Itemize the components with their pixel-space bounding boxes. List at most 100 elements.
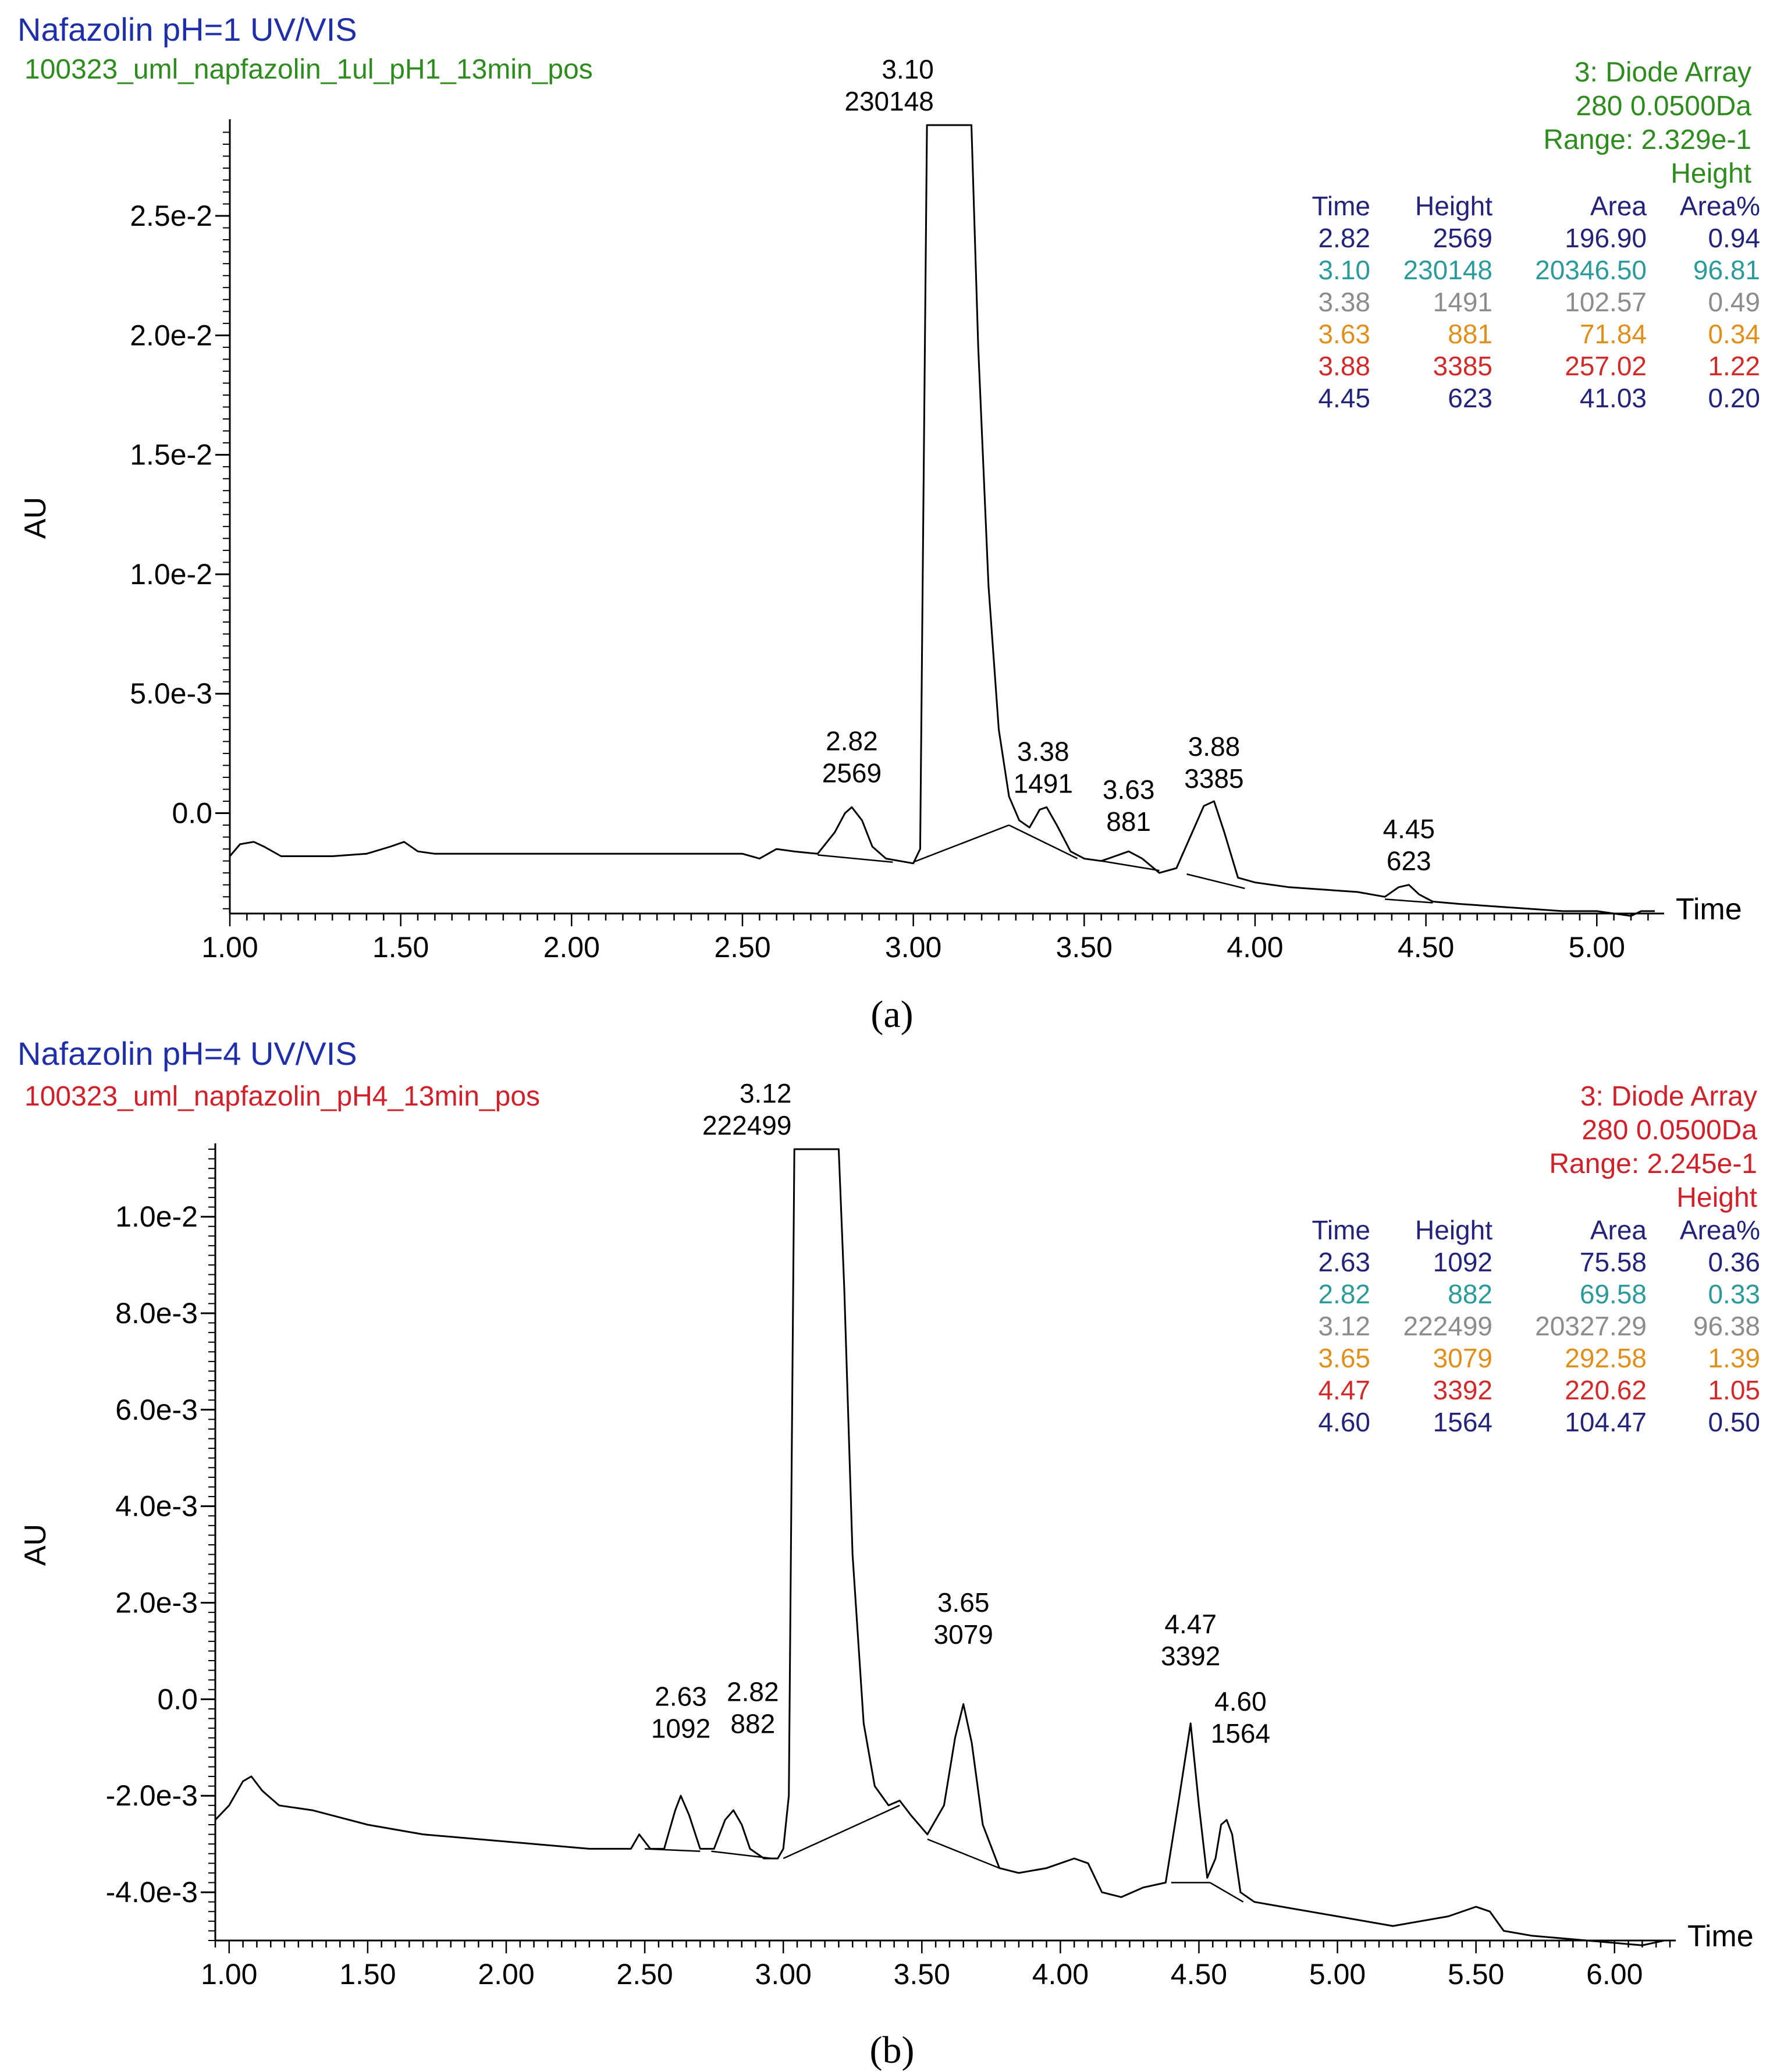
x-axis-title: Time <box>1676 893 1742 926</box>
x-tick-label: 3.50 <box>1056 931 1113 964</box>
peak-baseline <box>783 1804 900 1860</box>
table-cell: 257.02 <box>1565 351 1647 381</box>
table-cell: 4.45 <box>1318 383 1370 413</box>
detector-info-line: 280 0.0500Da <box>1582 1115 1757 1146</box>
table-cell: 3079 <box>1433 1343 1492 1373</box>
table-cell: 1564 <box>1433 1407 1492 1437</box>
peak-label-height: 222499 <box>702 1110 792 1140</box>
table-cell: 292.58 <box>1565 1343 1647 1373</box>
peak-label-time: 3.65 <box>937 1587 990 1618</box>
chart-panel-a: Nafazolin pH=1 UV/VIS 100323_uml_napfazol… <box>17 11 1760 1036</box>
x-tick-label: 2.00 <box>478 1958 534 1991</box>
table-cell: 96.81 <box>1693 255 1760 285</box>
y-tick-label: -2.0e-3 <box>106 1779 198 1812</box>
y-tick-label: -4.0e-3 <box>106 1876 198 1908</box>
table-cell: 102.57 <box>1565 287 1647 317</box>
peak-label-time: 4.60 <box>1214 1686 1267 1716</box>
table-cell: 41.03 <box>1580 383 1647 413</box>
y-tick-label: 0.0 <box>157 1683 198 1715</box>
detector-info-line: 280 0.0500Da <box>1576 91 1751 122</box>
y-tick-label: 6.0e-3 <box>115 1394 198 1426</box>
detector-info-line: Range: 2.329e-1 <box>1543 125 1751 155</box>
x-tick-label: 3.50 <box>894 1958 950 1991</box>
x-tick-label: 2.50 <box>616 1958 673 1991</box>
y-tick-label: 1.0e-2 <box>115 1200 198 1233</box>
peak-label-time: 3.38 <box>1017 736 1069 766</box>
x-tick-label: 3.00 <box>755 1958 812 1991</box>
peak-baseline <box>1209 1882 1244 1903</box>
table-cell: 3.65 <box>1318 1343 1370 1373</box>
table-cell: 1491 <box>1433 287 1492 317</box>
table-cell: 881 <box>1448 319 1492 349</box>
table-cell: 0.94 <box>1708 223 1760 253</box>
x-tick-label: 1.00 <box>201 931 258 964</box>
table-cell: 3385 <box>1433 351 1492 381</box>
table-cell: 0.49 <box>1708 287 1760 317</box>
table-cell: 2569 <box>1433 223 1492 253</box>
peak-label-height: 1491 <box>1014 768 1073 798</box>
peak-label-height: 3392 <box>1161 1641 1220 1671</box>
y-tick-label: 2.0e-3 <box>115 1587 198 1619</box>
x-tick-label: 1.50 <box>372 931 429 964</box>
peak-label-height: 882 <box>730 1708 775 1739</box>
x-tick-label: 2.00 <box>543 931 600 964</box>
table-header-cell: Area <box>1590 191 1647 221</box>
peak-label-height: 2569 <box>822 758 882 788</box>
y-tick-label: 4.0e-3 <box>115 1490 198 1523</box>
panel-caption: (b) <box>870 2029 915 2071</box>
peak-label-time: 2.63 <box>655 1682 707 1712</box>
y-tick-label: 8.0e-3 <box>115 1297 198 1330</box>
chart-panel-b: Nafazolin pH=4 UV/VIS 100323_uml_napfazol… <box>17 1035 1760 2071</box>
table-header-cell: Area% <box>1680 1215 1760 1245</box>
table-cell: 2.63 <box>1318 1247 1370 1277</box>
table-header-cell: Time <box>1312 191 1370 221</box>
y-tick-label: 5.0e-3 <box>130 677 212 710</box>
peak-label-time: 3.88 <box>1188 731 1241 762</box>
x-tick-label: 4.00 <box>1227 931 1283 964</box>
table-cell: 4.47 <box>1318 1375 1370 1405</box>
table-cell: 220.62 <box>1565 1375 1647 1405</box>
peak-baseline <box>1385 898 1433 904</box>
table-cell: 104.47 <box>1565 1407 1647 1437</box>
table-cell: 1.39 <box>1708 1343 1760 1373</box>
peak-label-time: 2.82 <box>826 726 878 756</box>
x-tick-label: 5.00 <box>1309 1958 1366 1991</box>
table-cell: 0.50 <box>1708 1407 1760 1437</box>
table-cell: 96.38 <box>1693 1311 1760 1341</box>
peak-baseline <box>913 824 1010 863</box>
peak-label-time: 3.63 <box>1103 774 1155 805</box>
x-tick-label: 4.50 <box>1171 1958 1227 1991</box>
table-header-cell: Height <box>1415 191 1492 221</box>
table-header-cell: Area <box>1590 1215 1647 1245</box>
x-tick-label: 1.00 <box>201 1958 257 1991</box>
table-cell: 3.88 <box>1318 351 1370 381</box>
table-cell: 882 <box>1448 1279 1492 1309</box>
peak-baseline <box>927 1838 1000 1869</box>
y-tick-label: 1.5e-2 <box>130 439 212 471</box>
peak-label-height: 1092 <box>651 1714 710 1744</box>
table-cell: 2.82 <box>1318 1279 1370 1309</box>
x-tick-label: 4.00 <box>1032 1958 1089 1991</box>
peak-label-height: 3079 <box>934 1619 993 1650</box>
table-header-cell: Time <box>1312 1215 1370 1245</box>
table-header-cell: Height <box>1415 1215 1492 1245</box>
chromatogram-trace <box>229 124 1655 917</box>
peak-label-height: 881 <box>1106 806 1151 837</box>
y-tick-label: 0.0 <box>172 797 212 830</box>
table-cell: 4.60 <box>1318 1407 1370 1437</box>
peak-label-height: 1564 <box>1211 1718 1270 1748</box>
table-cell: 0.33 <box>1708 1279 1760 1309</box>
y-axis-title: AU <box>19 497 52 539</box>
peak-label-height: 623 <box>1387 846 1431 876</box>
table-cell: 75.58 <box>1580 1247 1647 1277</box>
detector-info-line: Height <box>1676 1182 1757 1213</box>
detector-info-line: Height <box>1671 158 1751 189</box>
peak-label-time: 2.82 <box>727 1676 779 1707</box>
y-axis-title: AU <box>19 1524 52 1566</box>
peak-label-time: 4.45 <box>1383 814 1435 844</box>
y-tick-label: 2.5e-2 <box>130 200 212 232</box>
x-tick-label: 3.00 <box>885 931 941 964</box>
table-cell: 3392 <box>1433 1375 1492 1405</box>
chart-title: Nafazolin pH=4 UV/VIS <box>17 1035 357 1072</box>
peak-label-time: 3.12 <box>740 1078 792 1108</box>
